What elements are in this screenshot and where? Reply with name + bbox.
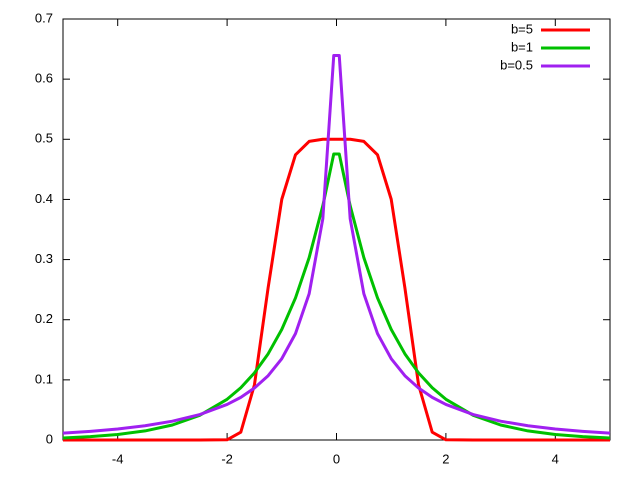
x-tick-label: 0 [333, 451, 340, 466]
legend-label: b=0.5 [500, 57, 533, 72]
y-tick-label: 0.1 [35, 371, 53, 386]
y-tick-label: 0.7 [35, 10, 53, 25]
legend-label: b=5 [511, 21, 533, 36]
series-line [62, 152, 611, 440]
x-tick-label: -2 [221, 451, 233, 466]
y-tick-label: 0 [46, 431, 53, 446]
legend-label: b=1 [511, 39, 533, 54]
x-tick-label: 2 [442, 451, 449, 466]
y-tick-label: 0.5 [35, 131, 53, 146]
series-line [63, 137, 610, 442]
series-line [62, 53, 611, 435]
y-tick-label: 0.3 [35, 251, 53, 266]
y-tick-label: 0.4 [35, 191, 53, 206]
y-tick-label: 0.6 [35, 71, 53, 86]
x-tick-label: 4 [552, 451, 559, 466]
x-tick-label: -4 [112, 451, 124, 466]
plot-frame [62, 18, 611, 441]
y-tick-label: 0.2 [35, 311, 53, 326]
